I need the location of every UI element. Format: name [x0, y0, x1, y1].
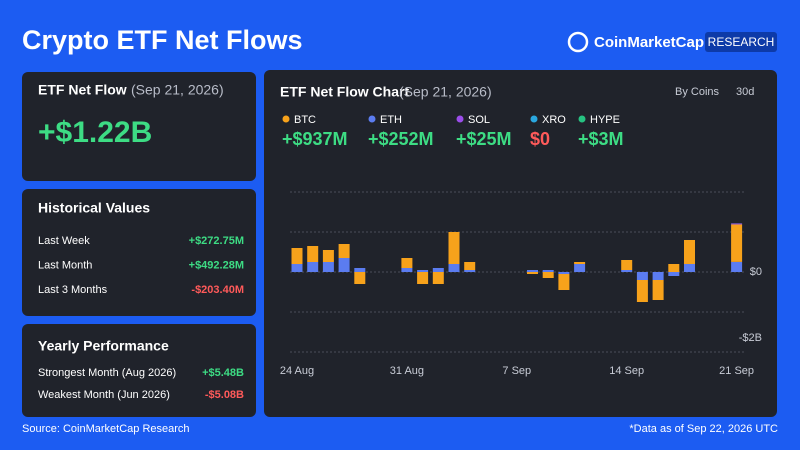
bar-segment [291, 248, 303, 264]
note: *Data as of Sep 22, 2026 UTC [629, 423, 778, 435]
bar-segment [432, 268, 444, 272]
legend-label: SOL [468, 114, 490, 126]
bar-segment [574, 262, 586, 264]
chart-subtitle: (Sep 21, 2026) [399, 84, 492, 100]
bar-segment [542, 272, 554, 278]
bar-segment [636, 280, 648, 302]
row-value: +$492.28M [189, 259, 244, 271]
bar-segment [558, 274, 570, 290]
bar-segment [464, 270, 476, 272]
panel [22, 324, 256, 417]
bar-segment [621, 270, 633, 272]
bar-segment [338, 244, 350, 258]
bar-segment [338, 258, 350, 272]
legend-dot [530, 115, 538, 123]
legend-dot [578, 115, 586, 123]
legend-label: HYPE [590, 114, 620, 126]
bar-segment [527, 270, 538, 272]
bar-segment [432, 272, 444, 284]
x-tick-label: 31 Aug [390, 365, 424, 377]
x-tick-label: 7 Sep [502, 365, 531, 377]
legend-total: +$252M [368, 129, 434, 149]
bar-segment [448, 264, 460, 272]
legend-dot [282, 115, 290, 123]
row-label: Strongest Month (Aug 2026) [38, 367, 176, 379]
bar-segment [464, 262, 476, 270]
bar-segment [527, 272, 538, 274]
badge-box [705, 32, 777, 52]
legend-label: XRO [542, 114, 566, 126]
logo [567, 31, 589, 53]
bar-segment [417, 270, 429, 272]
control[interactable]: 30d [736, 86, 754, 98]
bar-segment [542, 270, 554, 272]
bar-segment [322, 262, 334, 272]
bar-segment [684, 264, 695, 272]
legend-label: BTC [294, 114, 316, 126]
row-label: Weakest Month (Jun 2026) [38, 389, 170, 401]
row-value: -$5.08B [205, 389, 244, 401]
row-label: Last Month [38, 259, 92, 271]
y-tick-label: $0 [750, 266, 762, 278]
net-flow-value: +$1.22B [38, 116, 152, 149]
bar-segment [307, 246, 319, 262]
bar-segment [684, 240, 695, 264]
bar-segment [668, 264, 680, 272]
bar-segment [574, 264, 586, 272]
bar-segment [652, 272, 664, 280]
bar-segment [621, 260, 633, 270]
bar-segment [291, 264, 303, 272]
bar-segment [731, 261, 743, 272]
panel [22, 189, 256, 316]
bar-segment [668, 272, 680, 276]
chart-title: ETF Net Flow Chart [280, 84, 409, 100]
bar-segment [731, 223, 743, 225]
x-tick-label: 21 Sep [719, 365, 754, 377]
chart-panel [264, 70, 777, 417]
bar-segment [558, 272, 570, 274]
legend-total: $0 [530, 129, 550, 149]
bar-segment [401, 268, 413, 272]
panel-title: Yearly Performance [38, 338, 169, 354]
brand: CoinMarketCap [594, 34, 704, 51]
bar-segment [417, 272, 429, 284]
panel [22, 72, 256, 181]
bar-segment [354, 268, 366, 272]
panel-title: Historical Values [38, 200, 150, 216]
legend-total: +$3M [578, 129, 624, 149]
bar-segment [354, 272, 366, 284]
row-value: +$5.48B [202, 367, 244, 379]
page-title: Crypto ETF Net Flows [22, 25, 303, 55]
legend-label: ETH [380, 114, 402, 126]
bar-segment [652, 280, 664, 300]
badge: RESEARCH [708, 35, 775, 49]
legend-dot [368, 115, 376, 123]
bar-segment [401, 258, 413, 268]
yearly-rows: Strongest Month (Aug 2026) +$5.48B Weakest… [38, 367, 244, 401]
bar-segment [307, 262, 319, 272]
row-value: +$272.75M [189, 235, 244, 247]
x-tick-label: 24 Aug [280, 365, 314, 377]
row-label: Last Week [38, 235, 90, 247]
legend-total: +$937M [282, 129, 348, 149]
source: Source: CoinMarketCap Research [22, 423, 190, 435]
historical-rows: Last Week +$272.75M Last Month +$492.28M Las… [38, 235, 244, 296]
bar-segment [731, 224, 743, 262]
y-tick-label: -$2B [739, 332, 762, 344]
x-tick-label: 14 Sep [609, 365, 644, 377]
control[interactable]: By Coins [675, 86, 720, 98]
chart: BTC +$937M ETH +$252M SOL +$25M XRO $0 HYPE +$3M $… [280, 114, 762, 377]
panel-title: ETF Net Flow [38, 82, 127, 98]
row-label: Last 3 Months [38, 284, 108, 296]
bar-segment [322, 250, 334, 262]
bar-segment [636, 272, 648, 280]
row-value: -$203.40M [191, 284, 244, 296]
legend-total: +$25M [456, 129, 512, 149]
legend-dot [456, 115, 464, 123]
bar-segment [448, 232, 460, 264]
panel-date: (Sep 21, 2026) [131, 82, 224, 98]
